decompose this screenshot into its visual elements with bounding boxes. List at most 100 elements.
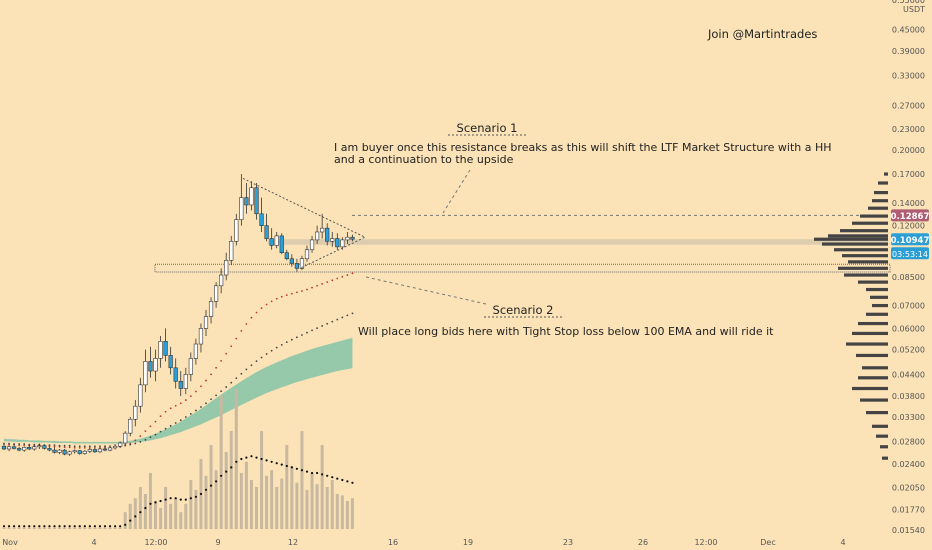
volume-ma-dot	[139, 511, 142, 514]
candle-body	[234, 219, 239, 242]
volume-ma-dot	[215, 480, 218, 483]
ema-slow-dot	[53, 444, 56, 447]
volume-bar	[204, 475, 208, 529]
candle-body	[17, 448, 22, 451]
candle-body	[309, 239, 315, 251]
volume-bar	[17, 527, 21, 529]
volume-profile-bar	[866, 312, 888, 316]
volume-profile-bar	[852, 331, 888, 336]
volume-ma-dot	[240, 457, 243, 461]
volume-bar	[265, 475, 269, 529]
triangle-pattern	[242, 178, 367, 269]
candle-body	[345, 236, 350, 241]
candle-body	[82, 450, 87, 454]
volume-profile-bar	[872, 303, 888, 308]
volume-ma-dot	[351, 481, 354, 484]
ema-slow-dot	[144, 438, 147, 441]
volume-profile-bar	[884, 172, 888, 176]
ema-slow-dot	[184, 416, 187, 418]
candle-body	[102, 448, 108, 451]
volume-bar	[174, 498, 178, 529]
candle-body	[340, 239, 345, 248]
ema-slow-dot	[326, 322, 329, 325]
y-tick-label: 0.08500	[892, 273, 925, 282]
volume-bar	[345, 501, 349, 529]
ema-fast-dot	[225, 352, 228, 355]
ema-slow-dot	[8, 442, 10, 445]
y-tick-label: 0.33000	[892, 72, 925, 81]
candle-body	[27, 447, 32, 450]
candle-body	[97, 448, 103, 453]
ema-fast-dot	[336, 277, 339, 280]
y-tick-label: 0.06000	[892, 324, 925, 333]
volume-profile-bar	[842, 254, 888, 258]
volume-bar	[83, 527, 87, 529]
volume-bar	[123, 512, 127, 529]
volume-ma-dot	[28, 525, 31, 528]
y-tick-label: 0.23000	[892, 125, 925, 134]
ema-slow-dot	[88, 445, 91, 448]
candle-body	[72, 450, 77, 453]
ema-fast-dot	[275, 297, 278, 300]
ema-slow-dot	[124, 444, 127, 447]
volume-profile-bar	[872, 199, 888, 203]
candle-body	[269, 238, 274, 246]
ema-fast-dot	[134, 439, 137, 442]
ema-fast-dot	[144, 430, 147, 433]
ema-fast-dot	[280, 295, 283, 298]
volume-profile-bar	[874, 190, 888, 195]
y-tick-label: 0.39000	[892, 47, 925, 56]
volume-bar	[214, 470, 218, 529]
ema-slow-dot	[255, 360, 258, 363]
volume-profile-bar	[860, 214, 888, 218]
candle-body	[133, 405, 138, 420]
candle-body	[299, 258, 305, 269]
volume-profile-bar	[866, 287, 888, 292]
volume-bar	[32, 527, 36, 529]
volume-ma-dot	[220, 474, 223, 477]
candle-body	[22, 447, 27, 451]
candle-body	[219, 274, 224, 287]
ema-slow-dot	[321, 325, 324, 327]
volume-profile-bar	[878, 181, 888, 185]
volume-bar	[58, 527, 62, 529]
candle-body	[52, 449, 57, 453]
ema-slow-dot	[275, 346, 278, 349]
ema-slow-dot	[215, 394, 218, 397]
volume-bar	[148, 473, 152, 529]
candle-body	[325, 227, 330, 242]
candle-body	[138, 384, 143, 407]
last-price-label: 0.10947	[891, 236, 930, 246]
volume-ma-dot	[169, 497, 172, 500]
volume-profile-bar	[876, 434, 888, 438]
candle-body	[229, 240, 234, 261]
ema-fast-dot	[63, 446, 66, 449]
ema-slow-dot	[99, 445, 101, 448]
ema-slow-dot	[3, 442, 5, 445]
ema-slow-dot	[189, 413, 192, 415]
ema-slow-dot	[210, 398, 212, 401]
volume-ma-dot	[255, 456, 258, 459]
volume-profile-bar	[866, 411, 888, 415]
candle-body	[183, 374, 188, 389]
ema-slow-dot	[290, 338, 293, 341]
volume-bar	[310, 473, 314, 529]
ema-slow-dot	[301, 334, 303, 336]
volume-bar	[47, 527, 51, 529]
volume-profile-bar	[870, 295, 888, 299]
ema-fast-dot	[94, 446, 96, 449]
volume-ma-dot	[2, 525, 6, 528]
volume-bar	[53, 527, 56, 529]
x-tick-label: 19	[463, 538, 473, 547]
volume-bar	[42, 527, 46, 529]
countdown-badge	[891, 247, 929, 260]
scenario1-arrow	[442, 169, 471, 214]
ema-fast-dot	[179, 402, 182, 405]
volume-profile-bar	[822, 242, 888, 246]
ema-slow-dot	[346, 314, 349, 317]
volume-bar	[320, 445, 324, 529]
y-axis-unit: USDT	[903, 5, 925, 14]
ema-slow-dot	[28, 443, 31, 446]
volume-bar	[138, 487, 142, 529]
